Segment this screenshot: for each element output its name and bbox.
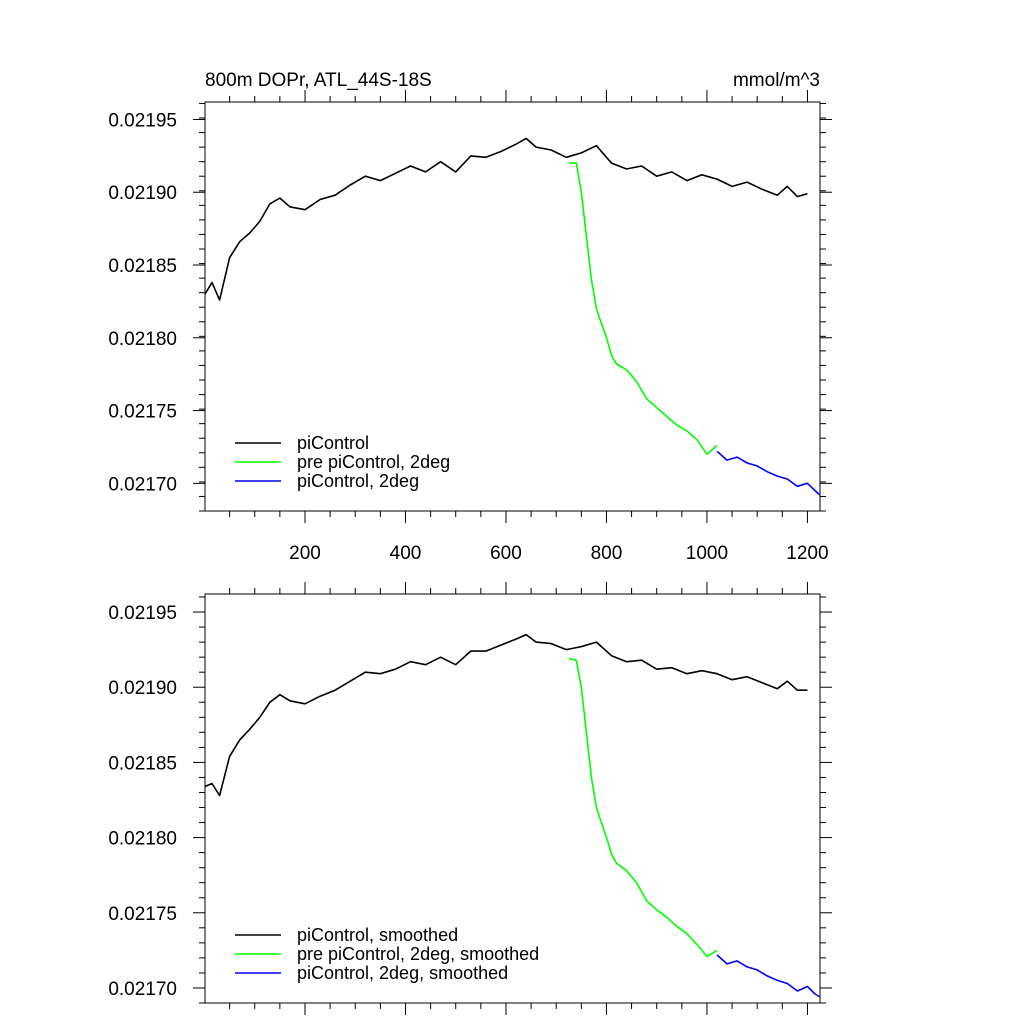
y-tick-label: 0.02180 [108, 329, 177, 350]
legend-label: piControl, smoothed [297, 925, 458, 945]
top-panel: 800m DOPr, ATL_44S-18S mmol/m^3 200 400 60… [108, 70, 832, 564]
plot-frame-bottom [204, 593, 821, 1004]
series-line-0 [204, 633, 808, 797]
legend-label: pre piControl, 2deg [297, 452, 450, 472]
series-line-1 [568, 162, 718, 456]
bottom-panel: 0.02170 0.02175 0.02180 0.02185 0.02190 0.021… [108, 582, 832, 1015]
y-tick-label: 0.02170 [108, 474, 177, 495]
x-tick-label: 800 [591, 543, 623, 564]
x-tick-label: 200 [289, 543, 321, 564]
y-tick-label: 0.02195 [108, 603, 177, 624]
y-tick-label: 0.02175 [108, 402, 177, 423]
axis-ticks-bottom: 0.02170 0.02175 0.02180 0.02185 0.02190 0.021… [108, 582, 832, 1015]
y-tick-label: 0.02185 [108, 256, 177, 277]
y-tick-label: 0.02175 [108, 904, 177, 925]
legend-label: piControl [297, 433, 369, 453]
axis-ticks-top: 200 400 600 800 1000 1200 0.02170 0.02175 0.0218… [108, 90, 832, 564]
x-tick-label: 1000 [686, 543, 728, 564]
units-label: mmol/m^3 [733, 70, 820, 91]
legend-label: pre piControl, 2deg, smoothed [297, 944, 539, 964]
series-line-1 [568, 657, 718, 958]
x-tick-label: 400 [390, 543, 422, 564]
y-tick-label: 0.02190 [108, 183, 177, 204]
chart-title: 800m DOPr, ATL_44S-18S [205, 70, 432, 91]
y-tick-label: 0.02195 [108, 110, 177, 131]
series-line-0 [204, 137, 808, 301]
series-group-bottom [204, 633, 821, 998]
x-tick-label: 600 [490, 543, 522, 564]
legend-label: piControl, 2deg, smoothed [297, 963, 508, 983]
y-tick-label: 0.02170 [108, 979, 177, 1000]
series-group-top [204, 137, 821, 496]
series-line-2 [716, 450, 821, 496]
y-tick-label: 0.02185 [108, 753, 177, 774]
y-tick-label: 0.02180 [108, 829, 177, 850]
y-tick-label: 0.02190 [108, 678, 177, 699]
series-line-2 [716, 954, 821, 998]
x-tick-label: 1200 [786, 543, 828, 564]
plot-frame-top [204, 101, 821, 512]
legend-label: piControl, 2deg [297, 471, 419, 491]
